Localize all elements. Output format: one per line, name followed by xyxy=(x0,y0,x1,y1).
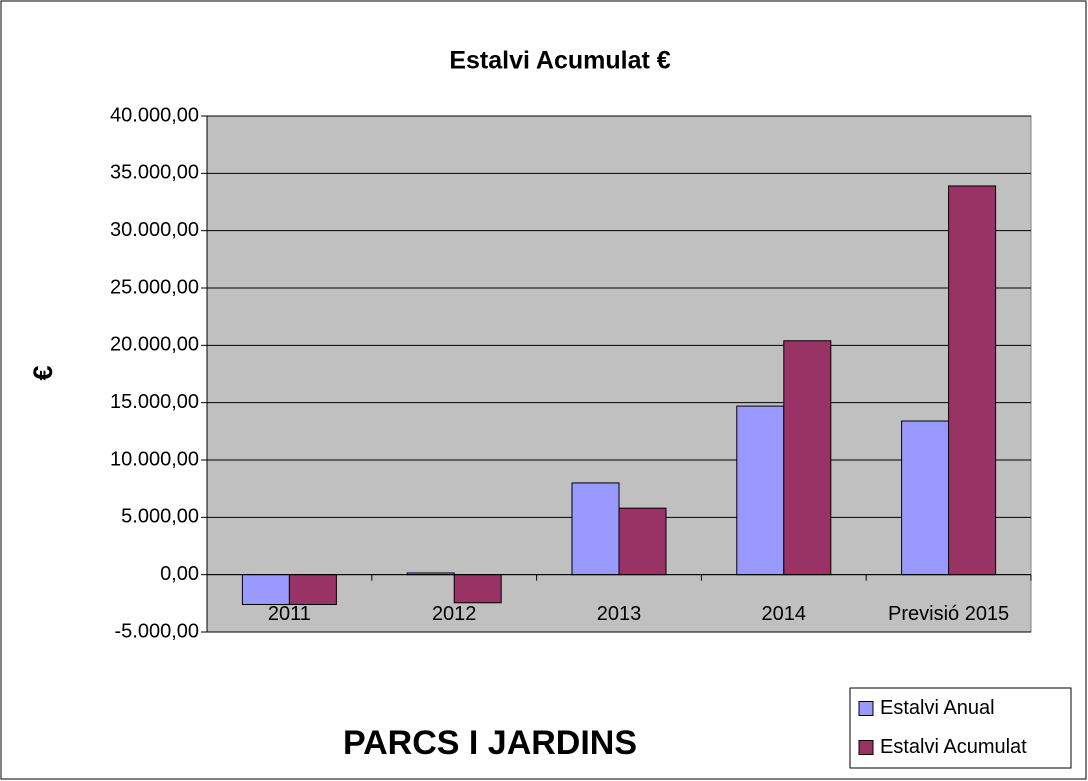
bar xyxy=(288,574,337,605)
bar xyxy=(618,507,667,576)
x-tick-label: 2012 xyxy=(432,603,477,625)
x-tick-label: 2014 xyxy=(762,603,807,625)
x-tick-label: 2011 xyxy=(268,603,311,625)
annotation: PARCS I JARDINS xyxy=(343,724,637,762)
y-tick-label: 35.000,00 xyxy=(110,162,199,184)
legend-swatch xyxy=(858,701,874,716)
x-tick-label: Previsió 2015 xyxy=(888,603,1009,625)
legend-label: Estalvi Anual xyxy=(880,697,995,719)
chart-title: Estalvi Acumulat € xyxy=(449,47,670,75)
legend-box xyxy=(849,687,1072,769)
bar xyxy=(453,574,502,604)
legend-label: Estalvi Acumulat xyxy=(880,736,1027,758)
y-tick-label: 10.000,00 xyxy=(110,448,199,470)
y-tick-label: 20.000,00 xyxy=(110,334,199,356)
y-tick-label: 25.000,00 xyxy=(110,276,199,298)
bar xyxy=(571,482,620,576)
y-tick-label: 0,00 xyxy=(160,563,199,585)
y-tick-label: 40.000,00 xyxy=(110,104,199,126)
y-tick-label: 15.000,00 xyxy=(110,391,199,413)
bar xyxy=(736,405,785,576)
y-tick-label: 5.000,00 xyxy=(121,506,199,528)
bar xyxy=(901,420,950,576)
x-tick-label: 2013 xyxy=(597,603,642,625)
y-tick-label: -5.000,00 xyxy=(114,620,199,642)
bar xyxy=(948,185,997,576)
bar xyxy=(241,574,290,605)
y-axis-label: € xyxy=(28,365,58,380)
legend-swatch xyxy=(858,740,874,755)
y-tick-label: 30.000,00 xyxy=(110,219,199,241)
bar xyxy=(783,340,832,576)
